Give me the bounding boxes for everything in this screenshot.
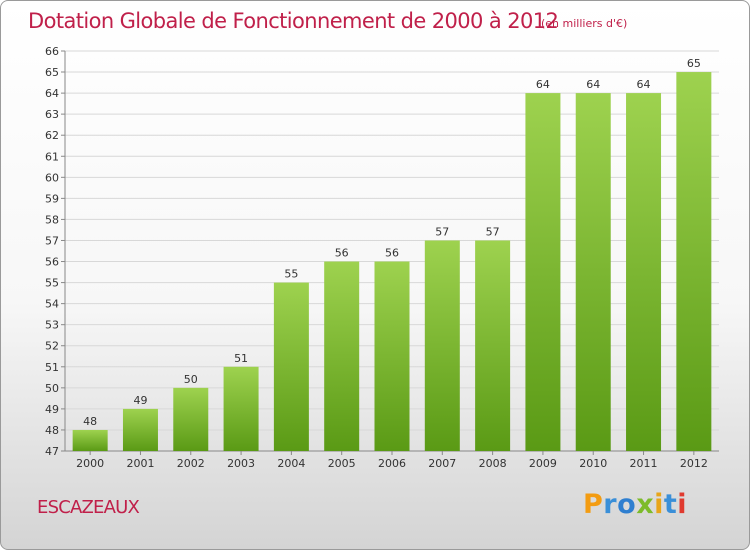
x-tick-label-2007: 2007 [428,457,456,470]
logo-letter: i [677,489,688,520]
y-tick-label: 59 [45,192,59,205]
data-label-2003: 51 [234,352,248,365]
x-tick-label-2004: 2004 [277,457,305,470]
x-tick-label-2010: 2010 [579,457,607,470]
bar-2000 [72,429,108,451]
data-label-2009: 64 [536,78,550,91]
y-tick-label: 54 [45,298,59,311]
x-tick-label-2000: 2000 [76,457,104,470]
bar-2001 [122,408,158,451]
data-label-2004: 55 [284,268,298,281]
y-tick-label: 51 [45,361,59,374]
data-label-2006: 56 [385,247,399,260]
proxiti-logo[interactable]: Proxiti [583,489,687,520]
bar-2010 [575,93,611,452]
x-tick-label-2009: 2009 [529,457,557,470]
logo-letter: o [617,489,637,520]
y-tick-label: 47 [45,445,59,458]
logo-letter: t [663,489,678,520]
bar-2009 [525,93,561,452]
y-tick-label: 55 [45,277,59,290]
bar-2005 [324,261,360,451]
logo-letter: P [583,489,604,520]
x-tick-label-2011: 2011 [630,457,658,470]
y-tick-label: 64 [45,87,59,100]
logo-letter: r [603,489,618,520]
y-tick-label: 61 [45,150,59,163]
y-tick-label: 63 [45,108,59,121]
data-label-2010: 64 [586,78,600,91]
data-label-2008: 57 [486,225,500,238]
y-tick-label: 53 [45,319,59,332]
commune-name: ESCAZEAUX [37,497,140,518]
y-tick-label: 48 [45,424,59,437]
y-tick-label: 57 [45,234,59,247]
data-label-2000: 48 [83,415,97,428]
x-tick-label-2005: 2005 [328,457,356,470]
x-tick-label-2002: 2002 [177,457,205,470]
bars [72,72,712,452]
y-tick-label: 56 [45,256,59,269]
bar-2006 [374,261,410,451]
y-tick-label: 49 [45,403,59,416]
bar-2007 [424,240,460,451]
data-label-2002: 50 [184,373,198,386]
x-tick-label-2008: 2008 [479,457,507,470]
x-tick-label-2012: 2012 [680,457,708,470]
bar-2012 [676,72,712,451]
chart-unit: (en milliers d'€) [541,17,628,30]
bar-2003 [223,366,259,451]
bar-2002 [173,387,209,451]
x-tick-label-2006: 2006 [378,457,406,470]
bar-2008 [475,240,511,451]
chart-title: Dotation Globale de Fonctionnement de 20… [28,9,559,33]
labels: 48 49 50 51 55 56 56 57 57 64 64 64 65 [83,57,701,428]
y-tick-label: 60 [45,171,59,184]
data-label-2007: 57 [435,225,449,238]
x-tick-label-2003: 2003 [227,457,255,470]
bar-2011 [626,93,662,452]
data-label-2005: 56 [335,247,349,260]
y-tick-label: 50 [45,382,59,395]
y-tick-label: 65 [45,66,59,79]
y-tick-label: 62 [45,129,59,142]
bar-2004 [273,282,309,451]
data-label-2001: 49 [133,394,147,407]
logo-letter: x [636,489,655,520]
x-tick-label-2001: 2001 [126,457,154,470]
data-label-2012: 65 [687,57,701,70]
logo-letter: i [654,489,664,520]
data-label-2011: 64 [637,78,651,91]
y-tick-label: 52 [45,340,59,353]
y-tick-label: 58 [45,213,59,226]
y-tick-label: 66 [45,45,59,58]
